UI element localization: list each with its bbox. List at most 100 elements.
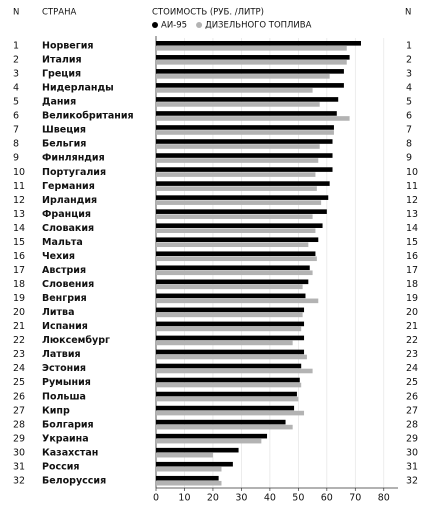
bar (156, 480, 222, 486)
bar (156, 382, 302, 388)
category-label: Дания (42, 97, 76, 108)
rank-label: 23 (406, 349, 418, 360)
rank-label: 15 (406, 237, 418, 248)
rank-label: 22 (406, 335, 418, 346)
category-label: Франция (42, 209, 91, 220)
bar (156, 475, 219, 481)
bar (156, 55, 350, 60)
bar (156, 433, 268, 439)
rank-label: 24 (13, 363, 25, 374)
bar (156, 251, 316, 257)
category-label: Норвегия (42, 41, 93, 52)
bar (156, 279, 309, 285)
category-label: Польша (42, 391, 86, 402)
rank-label: 7 (13, 125, 19, 136)
rank-label: 9 (13, 153, 19, 164)
category-label: Швеция (42, 125, 86, 136)
rank-label: 19 (13, 293, 25, 304)
rank-label: 8 (13, 139, 19, 150)
bar (156, 228, 316, 233)
rank-label: 1 (406, 41, 412, 52)
bar (156, 424, 293, 430)
bar (156, 46, 347, 51)
category-label: Болгария (42, 419, 94, 430)
rank-label: 30 (406, 447, 418, 458)
bar (156, 130, 334, 135)
legend-label: АИ-95 (161, 21, 187, 31)
bar (156, 223, 323, 228)
rank-label: 17 (13, 265, 25, 276)
category-label: Латвия (42, 349, 81, 360)
rank-label: 31 (13, 461, 25, 472)
rank-label: 12 (13, 195, 25, 206)
bar (156, 293, 306, 299)
bar (156, 405, 295, 411)
rank-label: 28 (406, 419, 418, 430)
x-tick-label: 50 (292, 493, 304, 504)
category-label: Литва (42, 307, 74, 318)
rank-label: 16 (406, 251, 418, 262)
category-label: Германия (42, 181, 95, 192)
rank-label: 25 (13, 377, 25, 388)
rank-label: 3 (13, 69, 19, 80)
rank-label: 11 (13, 181, 25, 192)
bar (156, 69, 344, 74)
rank-label: 29 (13, 433, 25, 444)
legend-marker (196, 22, 203, 28)
rank-label: 4 (13, 83, 19, 94)
rank-label: 7 (406, 125, 412, 136)
category-label: Казахстан (42, 447, 98, 458)
bar (156, 214, 313, 219)
category-label: Италия (42, 55, 82, 66)
bar (156, 298, 319, 304)
bar (156, 447, 239, 453)
bar (156, 265, 310, 271)
bar (156, 284, 303, 290)
bar (156, 125, 334, 130)
rank-label: 5 (13, 97, 19, 108)
bar (156, 377, 300, 383)
bar (156, 270, 313, 276)
rank-label: 11 (406, 181, 418, 192)
bar (156, 102, 320, 107)
rank-label: 9 (406, 153, 412, 164)
bar (156, 153, 333, 158)
bar (156, 354, 307, 360)
x-tick-label: 20 (207, 493, 219, 504)
rank-label: 14 (13, 223, 25, 234)
category-label: Кипр (42, 405, 70, 416)
bar (156, 60, 347, 65)
category-label: Словения (42, 279, 94, 290)
rank-label: 6 (406, 111, 412, 122)
bar (156, 144, 320, 149)
rank-label: 14 (406, 223, 418, 234)
x-tick-label: 10 (178, 493, 190, 504)
bar (156, 167, 333, 172)
bar (156, 391, 297, 397)
bar (156, 111, 337, 116)
bar (156, 326, 302, 332)
rank-label: 25 (406, 377, 418, 388)
bar (156, 172, 316, 177)
bar (156, 256, 317, 262)
bar (156, 307, 305, 313)
rank-label: 19 (406, 293, 418, 304)
bar (156, 368, 313, 374)
rank-label: 29 (406, 433, 418, 444)
bar (156, 88, 313, 93)
rank-label: 13 (406, 209, 418, 220)
x-tick-label: 30 (235, 493, 247, 504)
rank-label: 5 (406, 97, 412, 108)
bar (156, 186, 317, 191)
category-label: Великобритания (42, 111, 134, 122)
category-label: Люксембург (42, 335, 110, 346)
category-label: Венгрия (42, 293, 87, 304)
bar (156, 237, 319, 243)
category-label: Португалия (42, 167, 106, 178)
rank-label: 32 (13, 475, 25, 486)
bar (156, 195, 329, 200)
category-label: Мальта (42, 237, 83, 248)
rank-label: 6 (13, 111, 19, 122)
category-label: Румыния (42, 377, 91, 388)
